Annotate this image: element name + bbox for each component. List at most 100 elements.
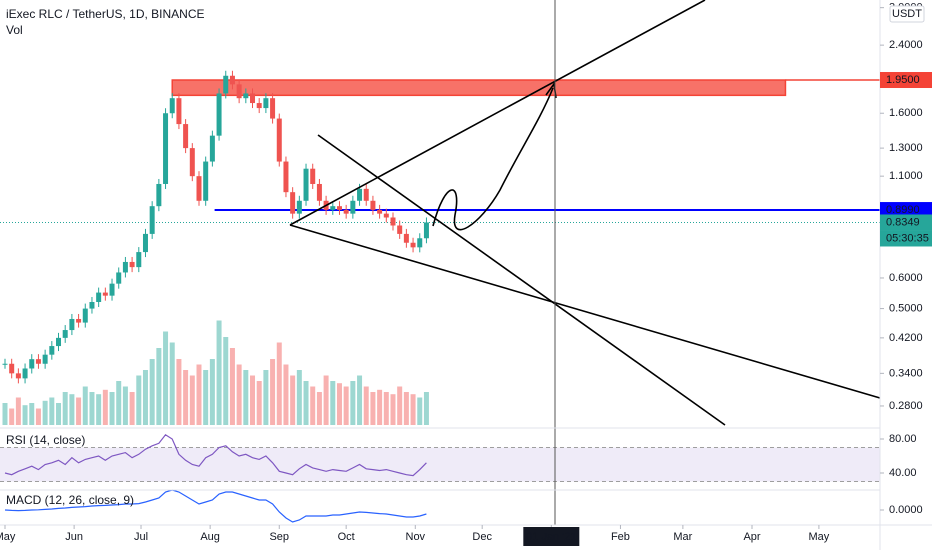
x-tick-label: May — [0, 531, 16, 543]
candle-body — [189, 148, 195, 177]
volume-bar — [29, 403, 35, 425]
zone-price-tag-box — [880, 72, 932, 89]
volume-bar — [35, 408, 41, 425]
volume-bar — [169, 342, 175, 425]
countdown-tag: 05:30:35 — [886, 232, 929, 244]
volume-bar — [76, 397, 82, 425]
x-tick-label: Jul — [134, 531, 148, 543]
candle-body — [390, 217, 396, 226]
volume-bar — [423, 392, 429, 425]
volume-bar — [89, 392, 95, 425]
volume-bar — [149, 359, 155, 425]
candle-body — [76, 318, 82, 323]
candle-body — [129, 261, 135, 268]
volume-bar — [336, 383, 342, 425]
candle-body — [109, 283, 115, 296]
rsi-tick-label: 40.00 — [889, 467, 917, 479]
candle-body — [423, 222, 429, 239]
x-tick-label: Aug — [200, 531, 220, 543]
y-tick-label: 0.5000 — [889, 302, 923, 314]
candle-body — [169, 98, 175, 114]
volume-bar — [129, 392, 135, 425]
candle-body — [203, 161, 209, 201]
candle-body — [96, 292, 102, 302]
volume-bar — [390, 394, 396, 425]
candle-body — [29, 359, 35, 369]
volume-bar — [56, 403, 62, 425]
x-tick-label: Sep — [269, 531, 289, 543]
candle-body — [163, 113, 169, 184]
candle-body — [196, 176, 202, 201]
volume-bar — [209, 359, 215, 425]
candle-body — [49, 346, 55, 355]
x-crosshair-box — [523, 527, 580, 546]
volume-bar — [96, 394, 102, 425]
y-tick-label: 1.6000 — [889, 107, 923, 119]
candle-body — [377, 209, 383, 214]
currency-box[interactable] — [889, 5, 925, 23]
volume-bar — [310, 386, 316, 425]
level-price-tag: 0.8990 — [886, 204, 920, 216]
x-tick-label: May — [809, 531, 830, 543]
candle-body — [42, 354, 48, 364]
candle-body — [296, 200, 302, 214]
volume-bar — [397, 386, 403, 425]
rsi-title: RSI (14, close) — [6, 433, 85, 447]
x-tick-label: Apr — [743, 531, 760, 543]
macd-title: MACD (12, 26, close, 9) — [6, 493, 134, 507]
volume-bar — [189, 375, 195, 425]
candle-body — [9, 363, 15, 374]
candle-body — [316, 183, 322, 201]
y-tick-label: 1.3000 — [889, 142, 923, 154]
volume-bar — [243, 370, 249, 425]
drawings — [289, 0, 881, 426]
candle-body — [69, 318, 75, 331]
candle-body — [336, 206, 342, 210]
projection-path — [432, 87, 554, 231]
volume-bar — [270, 359, 276, 425]
candle-body — [350, 200, 356, 214]
volume-bar — [82, 386, 88, 425]
candle-body — [250, 93, 256, 104]
candle-body — [56, 337, 62, 347]
x-tick-label: Mar — [673, 531, 692, 543]
volume-bar — [417, 397, 423, 425]
candle-body — [330, 206, 336, 210]
candle-body — [283, 161, 289, 193]
candle-body — [183, 124, 189, 149]
trend-line — [289, 0, 706, 226]
candle-body — [136, 252, 142, 268]
candle-body — [370, 200, 376, 210]
y-tick-label: 0.3400 — [889, 367, 923, 379]
volume-bar — [15, 397, 21, 425]
candle-body — [229, 75, 235, 85]
volume-bar — [316, 392, 322, 425]
volume-bar — [229, 348, 235, 425]
level-price-tag-box — [880, 202, 932, 219]
volume-bar — [22, 405, 28, 425]
volume-bar — [116, 381, 122, 425]
x-tick-label: Dec — [472, 531, 492, 543]
volume-bar — [69, 394, 75, 425]
volume-bar — [323, 375, 329, 425]
candle-body — [310, 168, 316, 184]
volume-bar — [383, 392, 389, 425]
candle-body — [290, 192, 296, 214]
candle-body — [149, 206, 155, 234]
volume-bar — [250, 375, 256, 425]
candle-body — [343, 209, 349, 214]
currency[interactable]: USDT — [892, 8, 922, 20]
volume-bar — [109, 392, 115, 425]
candle-body — [15, 373, 21, 379]
volume-bar — [303, 381, 309, 425]
resistance-zone — [171, 79, 787, 97]
candle-body — [102, 292, 108, 296]
last-price-tag-box — [880, 214, 932, 231]
x-tick-label: 01 Jan '21 — [526, 531, 576, 543]
candle-body — [263, 98, 269, 109]
rsi-band — [0, 447, 880, 482]
volume-bar — [377, 389, 383, 425]
candle-body — [417, 238, 423, 248]
volume-bar — [236, 364, 242, 425]
volume-label: Vol — [6, 23, 23, 37]
